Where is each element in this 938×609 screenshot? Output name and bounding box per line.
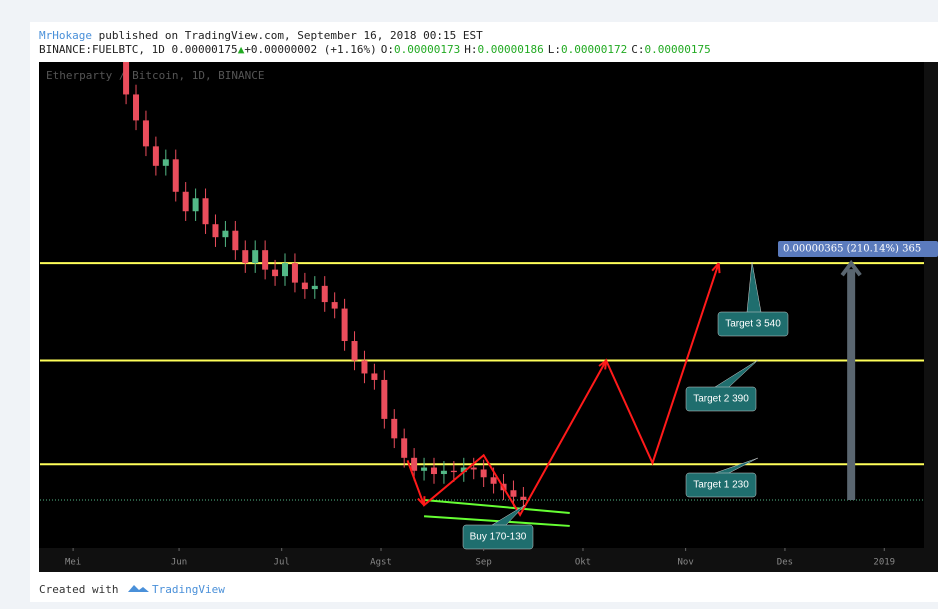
candle-body bbox=[341, 308, 348, 342]
y-axis bbox=[924, 62, 938, 548]
candle-body bbox=[212, 224, 219, 238]
candle-body bbox=[331, 302, 338, 309]
candle-body bbox=[123, 62, 130, 95]
callout-pointer bbox=[746, 261, 762, 313]
candle-body bbox=[222, 230, 229, 238]
plot-area bbox=[39, 62, 924, 548]
candle-body bbox=[490, 477, 497, 484]
candle-body bbox=[510, 490, 517, 497]
candle-body bbox=[272, 269, 279, 277]
symbol: BINANCE:FUELBTC, 1D 0.00000175 bbox=[39, 43, 238, 56]
x-axis bbox=[39, 548, 938, 572]
arrow-head bbox=[711, 262, 721, 274]
candle-body bbox=[252, 250, 259, 264]
candle-body bbox=[311, 285, 318, 290]
candle-body bbox=[450, 470, 457, 473]
callout-text: Target 2 390 bbox=[693, 394, 749, 405]
ohlc-value: 0.00000175 bbox=[644, 43, 710, 56]
candle-body bbox=[371, 373, 378, 380]
candle-body bbox=[401, 438, 408, 458]
change: +0.00000002 (+1.16%) bbox=[244, 43, 376, 56]
candle-body bbox=[232, 230, 239, 251]
channel-line bbox=[423, 515, 570, 527]
arrow-head bbox=[417, 496, 426, 506]
candle-body bbox=[421, 467, 428, 471]
logo bbox=[128, 585, 149, 592]
measure-label: 0.00000365 (210.14%) 365 bbox=[783, 244, 921, 255]
callout-pointer bbox=[714, 359, 759, 388]
candle-body bbox=[133, 94, 140, 121]
ohlc-key: H: bbox=[464, 43, 477, 56]
candle-body bbox=[440, 470, 447, 475]
x-tick-label: Jun bbox=[171, 558, 187, 568]
x-tick-label: Okt bbox=[575, 558, 591, 568]
candle-body bbox=[152, 146, 159, 166]
x-tick-label: Des bbox=[777, 558, 793, 568]
watermark: Etherparty / Bitcoin, 1D, BINANCE bbox=[46, 69, 265, 82]
x-tick-label: Mei bbox=[65, 558, 81, 568]
candle-body bbox=[361, 360, 368, 374]
candle-body bbox=[520, 496, 527, 500]
ohlc-value: 0.00000173 bbox=[394, 43, 460, 56]
header-line: BINANCE:FUELBTC, 1D 0.00000175▲+0.000000… bbox=[39, 43, 711, 56]
measure-label-box bbox=[778, 241, 938, 257]
candle-body bbox=[391, 418, 398, 439]
callout-box bbox=[685, 472, 757, 498]
candle-body bbox=[430, 467, 437, 475]
ohlc-value: 0.00000186 bbox=[478, 43, 544, 56]
arrow: ▲ bbox=[238, 43, 245, 56]
callout-pointer bbox=[491, 504, 526, 526]
callout-box bbox=[717, 311, 789, 337]
x-tick-label: Agst bbox=[370, 558, 392, 568]
x-tick-label: Nov bbox=[677, 558, 693, 568]
candle-body bbox=[202, 198, 209, 225]
callout-box bbox=[462, 524, 534, 550]
ohlc-key: O: bbox=[381, 43, 394, 56]
header-line: MrHokage published on TradingView.com, S… bbox=[39, 29, 483, 42]
candle-body bbox=[142, 120, 149, 147]
x-tick-label: Jul bbox=[274, 558, 290, 568]
candle-body bbox=[242, 250, 249, 264]
channel-line bbox=[423, 498, 570, 514]
callout-box bbox=[685, 386, 757, 412]
candle-body bbox=[351, 341, 358, 361]
published: published on TradingView.com, September … bbox=[92, 29, 483, 42]
x-tick-label: Sep bbox=[476, 558, 492, 568]
callout-pointer bbox=[714, 457, 759, 474]
candle-body bbox=[291, 263, 298, 283]
candle-body bbox=[411, 457, 418, 471]
ohlc-key: L: bbox=[548, 43, 561, 56]
candle-body bbox=[460, 467, 467, 473]
footer-brand[interactable]: TradingView bbox=[152, 583, 225, 596]
candle-body bbox=[262, 250, 269, 270]
author[interactable]: MrHokage bbox=[39, 29, 92, 42]
callout-text: Buy 170-130 bbox=[470, 532, 527, 543]
arrow-head bbox=[598, 359, 608, 370]
callout-text: Target 1 230 bbox=[693, 480, 749, 491]
candle-body bbox=[321, 285, 328, 303]
candle-body bbox=[162, 159, 169, 166]
candle-body bbox=[182, 191, 189, 212]
candle-body bbox=[480, 469, 487, 478]
candle-body bbox=[301, 282, 308, 290]
candle-body bbox=[172, 159, 179, 192]
candle-body bbox=[381, 379, 388, 419]
measure-head bbox=[840, 259, 862, 277]
candle-body bbox=[470, 467, 477, 470]
footer-text: Created with bbox=[39, 583, 118, 596]
ohlc-value: 0.00000172 bbox=[561, 43, 627, 56]
x-tick-label: 2019 bbox=[873, 558, 895, 568]
candle-body bbox=[282, 263, 289, 277]
candle-body bbox=[192, 198, 199, 212]
callout-text: Target 3 540 bbox=[725, 319, 781, 330]
ohlc-key: C: bbox=[631, 43, 644, 56]
